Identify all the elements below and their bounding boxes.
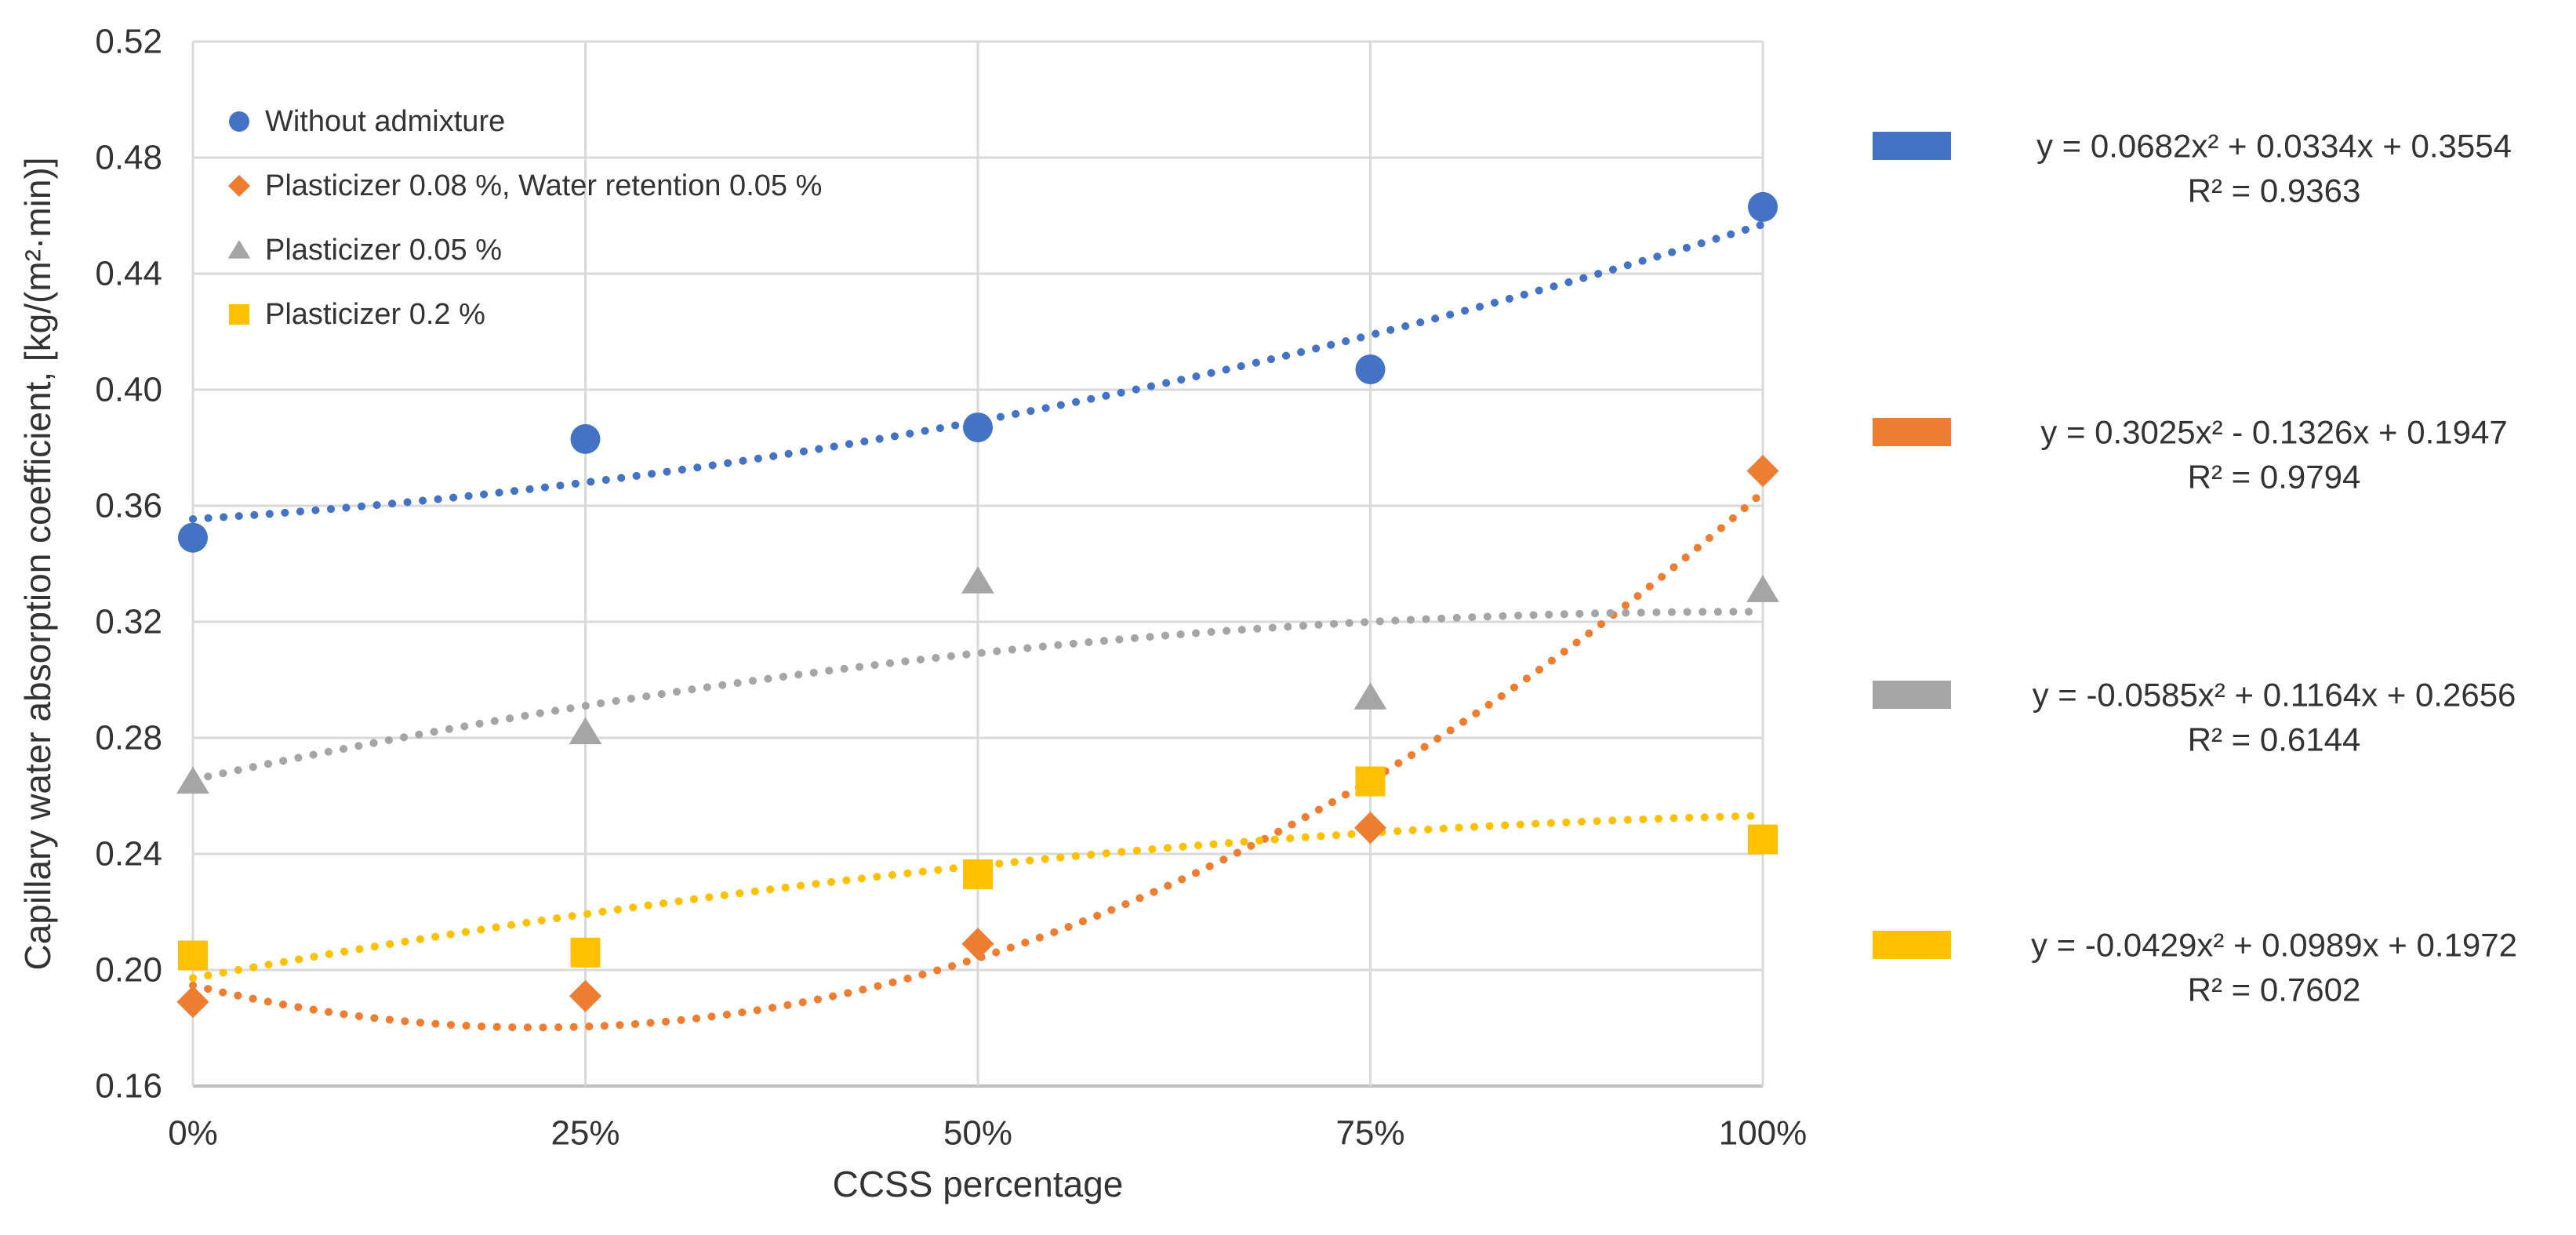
y-tick-label: 0.44 bbox=[95, 255, 162, 293]
y-axis-title: Capillary water absorption coefficient, … bbox=[17, 157, 58, 970]
trendline-equations: y = 0.0682x² + 0.0334x + 0.3554 R² = 0.93… bbox=[1873, 128, 2517, 1008]
x-tick-label: 25% bbox=[550, 1114, 619, 1153]
data-point-circle bbox=[1355, 354, 1386, 385]
y-tick-label: 0.20 bbox=[95, 951, 162, 990]
y-tick-label: 0.48 bbox=[95, 139, 162, 177]
trendline bbox=[189, 812, 1767, 983]
equation-block: y = -0.0429x² + 0.0989x + 0.1972 R² = 0.7… bbox=[1873, 927, 2517, 1008]
x-tick-label: 75% bbox=[1335, 1114, 1404, 1153]
equation-text: y = -0.0429x² + 0.0989x + 0.1972 bbox=[2031, 927, 2517, 964]
equation-text: y = 0.3025x² - 0.1326x + 0.1947 bbox=[2040, 414, 2507, 451]
legend-item-label: Without admixture bbox=[265, 105, 505, 138]
r-squared-text: R² = 0.9794 bbox=[2188, 459, 2361, 496]
equation-text: y = -0.0585x² + 0.1164x + 0.2656 bbox=[2033, 677, 2516, 714]
data-point-circle bbox=[570, 423, 601, 454]
data-points bbox=[176, 191, 1779, 1019]
axis-titles: CCSS percentage Capillary water absorpti… bbox=[17, 157, 1123, 1204]
trendline bbox=[189, 220, 1767, 523]
data-point-circle bbox=[1748, 191, 1778, 222]
y-tick-label: 0.36 bbox=[95, 487, 162, 525]
data-point-square bbox=[963, 859, 993, 889]
x-tick-label: 50% bbox=[943, 1114, 1012, 1153]
legend-item-label: Plasticizer 0.2 % bbox=[265, 298, 485, 331]
y-tick-label: 0.16 bbox=[95, 1067, 162, 1106]
data-point-square bbox=[570, 937, 601, 968]
y-tick-label: 0.52 bbox=[95, 23, 162, 61]
data-point-triangle bbox=[569, 717, 602, 745]
y-tick-label: 0.28 bbox=[95, 719, 162, 757]
x-tick-label: 0% bbox=[168, 1114, 218, 1153]
data-point-triangle bbox=[227, 240, 251, 259]
data-point-circle bbox=[963, 412, 993, 443]
data-point-square bbox=[229, 304, 249, 325]
equation-color-swatch bbox=[1873, 418, 1951, 446]
equation-block: y = 0.3025x² - 0.1326x + 0.1947 R² = 0.97… bbox=[1873, 414, 2508, 496]
equation-color-swatch bbox=[1873, 681, 1951, 709]
axis-tick-labels: 0.16 0.20 0.24 0.28 0.32 0.36 0.40 0.44 0.48 0.52… bbox=[95, 23, 1807, 1153]
data-point-square bbox=[178, 940, 208, 971]
y-tick-label: 0.24 bbox=[95, 835, 162, 874]
data-point-circle bbox=[229, 111, 249, 132]
equation-block: y = 0.0682x² + 0.0334x + 0.3554 R² = 0.93… bbox=[1873, 128, 2512, 209]
equation-block: y = -0.0585x² + 0.1164x + 0.2656 R² = 0.6… bbox=[1873, 677, 2516, 758]
x-tick-label: 100% bbox=[1719, 1114, 1808, 1153]
legend-item: Without admixture bbox=[229, 105, 505, 138]
data-point-diamond bbox=[1353, 812, 1387, 845]
data-point-diamond bbox=[1746, 455, 1779, 488]
legend-item-label: Plasticizer 0.05 % bbox=[265, 234, 502, 267]
y-tick-label: 0.32 bbox=[95, 603, 162, 641]
data-point-triangle bbox=[1353, 682, 1387, 710]
r-squared-text: R² = 0.6144 bbox=[2188, 721, 2361, 758]
equation-color-swatch bbox=[1873, 132, 1951, 160]
legend: Without admixture Plasticizer 0.08 %, Wat… bbox=[227, 105, 822, 331]
equation-text: y = 0.0682x² + 0.0334x + 0.3554 bbox=[2036, 128, 2512, 165]
r-squared-text: R² = 0.9363 bbox=[2188, 173, 2361, 209]
data-point-triangle bbox=[176, 766, 209, 794]
data-point-square bbox=[1748, 824, 1778, 855]
y-tick-label: 0.40 bbox=[95, 371, 162, 409]
data-point-diamond bbox=[227, 174, 251, 198]
x-axis-title: CCSS percentage bbox=[833, 1164, 1124, 1204]
trendline bbox=[189, 608, 1767, 784]
legend-item-label: Plasticizer 0.08 %, Water retention 0.05… bbox=[265, 169, 822, 202]
legend-item: Plasticizer 0.2 % bbox=[229, 298, 485, 331]
equation-color-swatch bbox=[1873, 931, 1951, 959]
data-point-triangle bbox=[1746, 575, 1779, 602]
data-point-diamond bbox=[961, 928, 994, 961]
r-squared-text: R² = 0.7602 bbox=[2188, 972, 2361, 1008]
data-point-diamond bbox=[569, 979, 602, 1012]
data-point-diamond bbox=[176, 986, 209, 1019]
legend-item: Plasticizer 0.05 % bbox=[227, 234, 502, 267]
data-point-triangle bbox=[961, 566, 994, 594]
data-point-circle bbox=[178, 522, 208, 553]
gridlines bbox=[191, 40, 1764, 1088]
legend-item: Plasticizer 0.08 %, Water retention 0.05… bbox=[227, 169, 822, 202]
data-point-square bbox=[1355, 766, 1386, 797]
